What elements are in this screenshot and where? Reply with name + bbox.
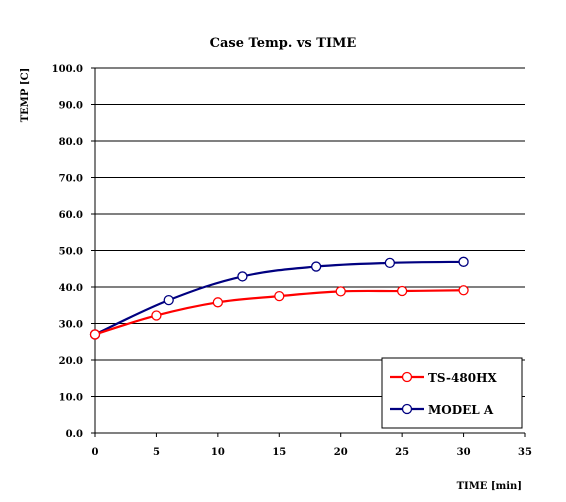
gridlines — [95, 67, 525, 434]
y-tick-label-10: 100.0 — [52, 64, 83, 75]
legend-swatch-marker-1 — [401, 403, 413, 415]
y-tick-label-3: 30.0 — [59, 320, 83, 331]
x-tick-label-5: 25 — [395, 447, 409, 458]
x-tick-label-1: 5 — [153, 447, 160, 458]
legend: TS-480HX MODEL A — [381, 357, 523, 429]
data-point-1-5 — [458, 256, 469, 267]
data-point-1-4 — [384, 257, 396, 269]
x-tick-label-7: 35 — [518, 447, 532, 458]
legend-swatch-marker-0 — [401, 371, 413, 383]
y-tick-label-7: 70.0 — [59, 174, 83, 185]
data-series — [89, 256, 469, 340]
data-point-0-4 — [335, 286, 346, 297]
series-0 — [89, 285, 469, 340]
y-tick-label-9: 90.0 — [59, 101, 83, 112]
data-point-1-2 — [237, 271, 248, 282]
y-tick-label-4: 40.0 — [59, 283, 83, 294]
data-point-0-6 — [458, 285, 469, 296]
chart-title: Case Temp. vs TIME — [210, 36, 357, 51]
data-point-0-3 — [274, 290, 285, 302]
data-point-0-5 — [396, 285, 408, 297]
y-axis-label: TEMP [C] — [20, 68, 31, 123]
data-point-1-1 — [163, 294, 174, 306]
data-point-0-2 — [212, 297, 224, 308]
data-point-1-3 — [310, 261, 322, 272]
x-axis-label: TIME [min] — [457, 481, 522, 492]
legend-box — [381, 357, 523, 429]
legend-label-1: MODEL A — [428, 403, 494, 417]
y-tick-label-2: 20.0 — [59, 356, 83, 367]
y-tick-label-5: 50.0 — [59, 247, 83, 258]
y-tick-label-0: 0.0 — [66, 429, 83, 440]
y-tick-label-1: 10.0 — [59, 393, 83, 404]
series-line-1 — [94, 260, 464, 336]
x-tick-label-3: 15 — [272, 447, 286, 458]
x-tick-label-2: 10 — [211, 447, 225, 458]
data-point-0-1 — [151, 310, 162, 321]
x-tick-label-6: 30 — [457, 447, 471, 458]
x-tick-label-4: 20 — [334, 447, 348, 458]
x-tick-label-0: 0 — [92, 447, 99, 458]
legend-label-0: TS-480HX — [428, 371, 497, 385]
y-tick-label-6: 60.0 — [59, 210, 83, 221]
y-tick-label-8: 80.0 — [59, 137, 83, 148]
tick-labels: 0.0 10.0 20.0 30.0 40.0 50.0 60.0 70.0 80.0 90.0 1… — [52, 64, 532, 458]
data-point-0-0 — [89, 329, 101, 340]
